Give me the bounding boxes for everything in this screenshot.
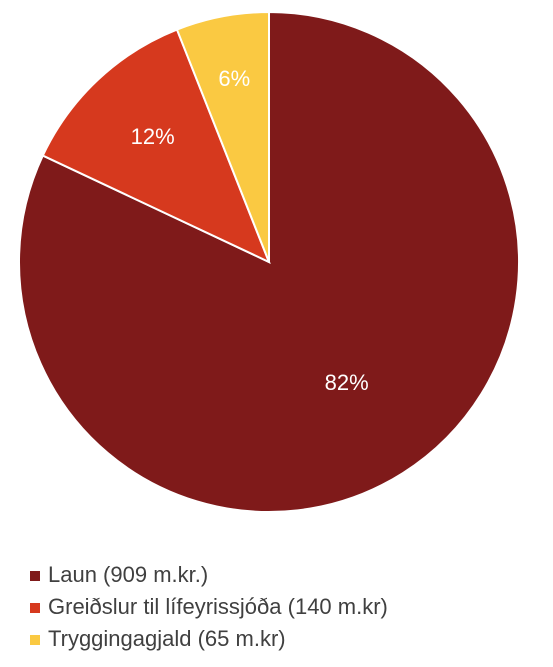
legend-marker <box>30 603 40 613</box>
data-label: 6% <box>218 66 250 91</box>
data-label: 82% <box>325 370 369 395</box>
pie-slice <box>175 10 270 263</box>
legend-marker <box>30 635 40 645</box>
legend-label: Greiðslur til lífeyrissjóða (140 m.kr) <box>48 594 388 619</box>
data-label: 12% <box>131 124 175 149</box>
legend-label: Laun (909 m.kr.) <box>48 562 208 587</box>
legend-marker <box>30 571 40 581</box>
pie-slice <box>41 28 271 264</box>
legend-label: Tryggingagjald (65 m.kr) <box>48 626 286 651</box>
